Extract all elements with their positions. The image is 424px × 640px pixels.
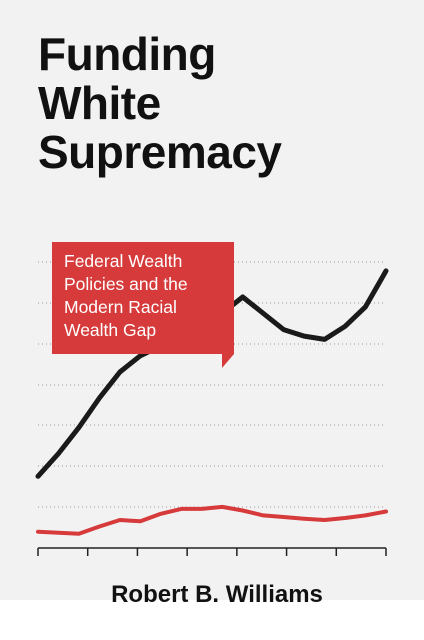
- title-line-3: Supremacy: [38, 126, 282, 178]
- subtitle-line-2: Policies and the: [64, 274, 188, 294]
- book-title: Funding White Supremacy: [38, 30, 398, 177]
- subtitle-line-3: Modern Racial: [64, 297, 177, 317]
- subtitle-callout: Federal Wealth Policies and the Modern R…: [52, 242, 234, 354]
- subtitle-line-4: Wealth Gap: [64, 320, 157, 340]
- callout-pointer: [222, 354, 234, 368]
- chart-x-axis: [37, 547, 387, 556]
- bottom-band: [0, 600, 424, 640]
- book-subtitle: Federal Wealth Policies and the Modern R…: [64, 250, 224, 342]
- subtitle-line-1: Federal Wealth: [64, 251, 183, 271]
- series-line-red: [36, 504, 388, 536]
- title-line-1: Funding: [38, 28, 216, 80]
- title-line-2: White: [38, 77, 161, 129]
- book-author: Robert B. Williams: [111, 581, 323, 608]
